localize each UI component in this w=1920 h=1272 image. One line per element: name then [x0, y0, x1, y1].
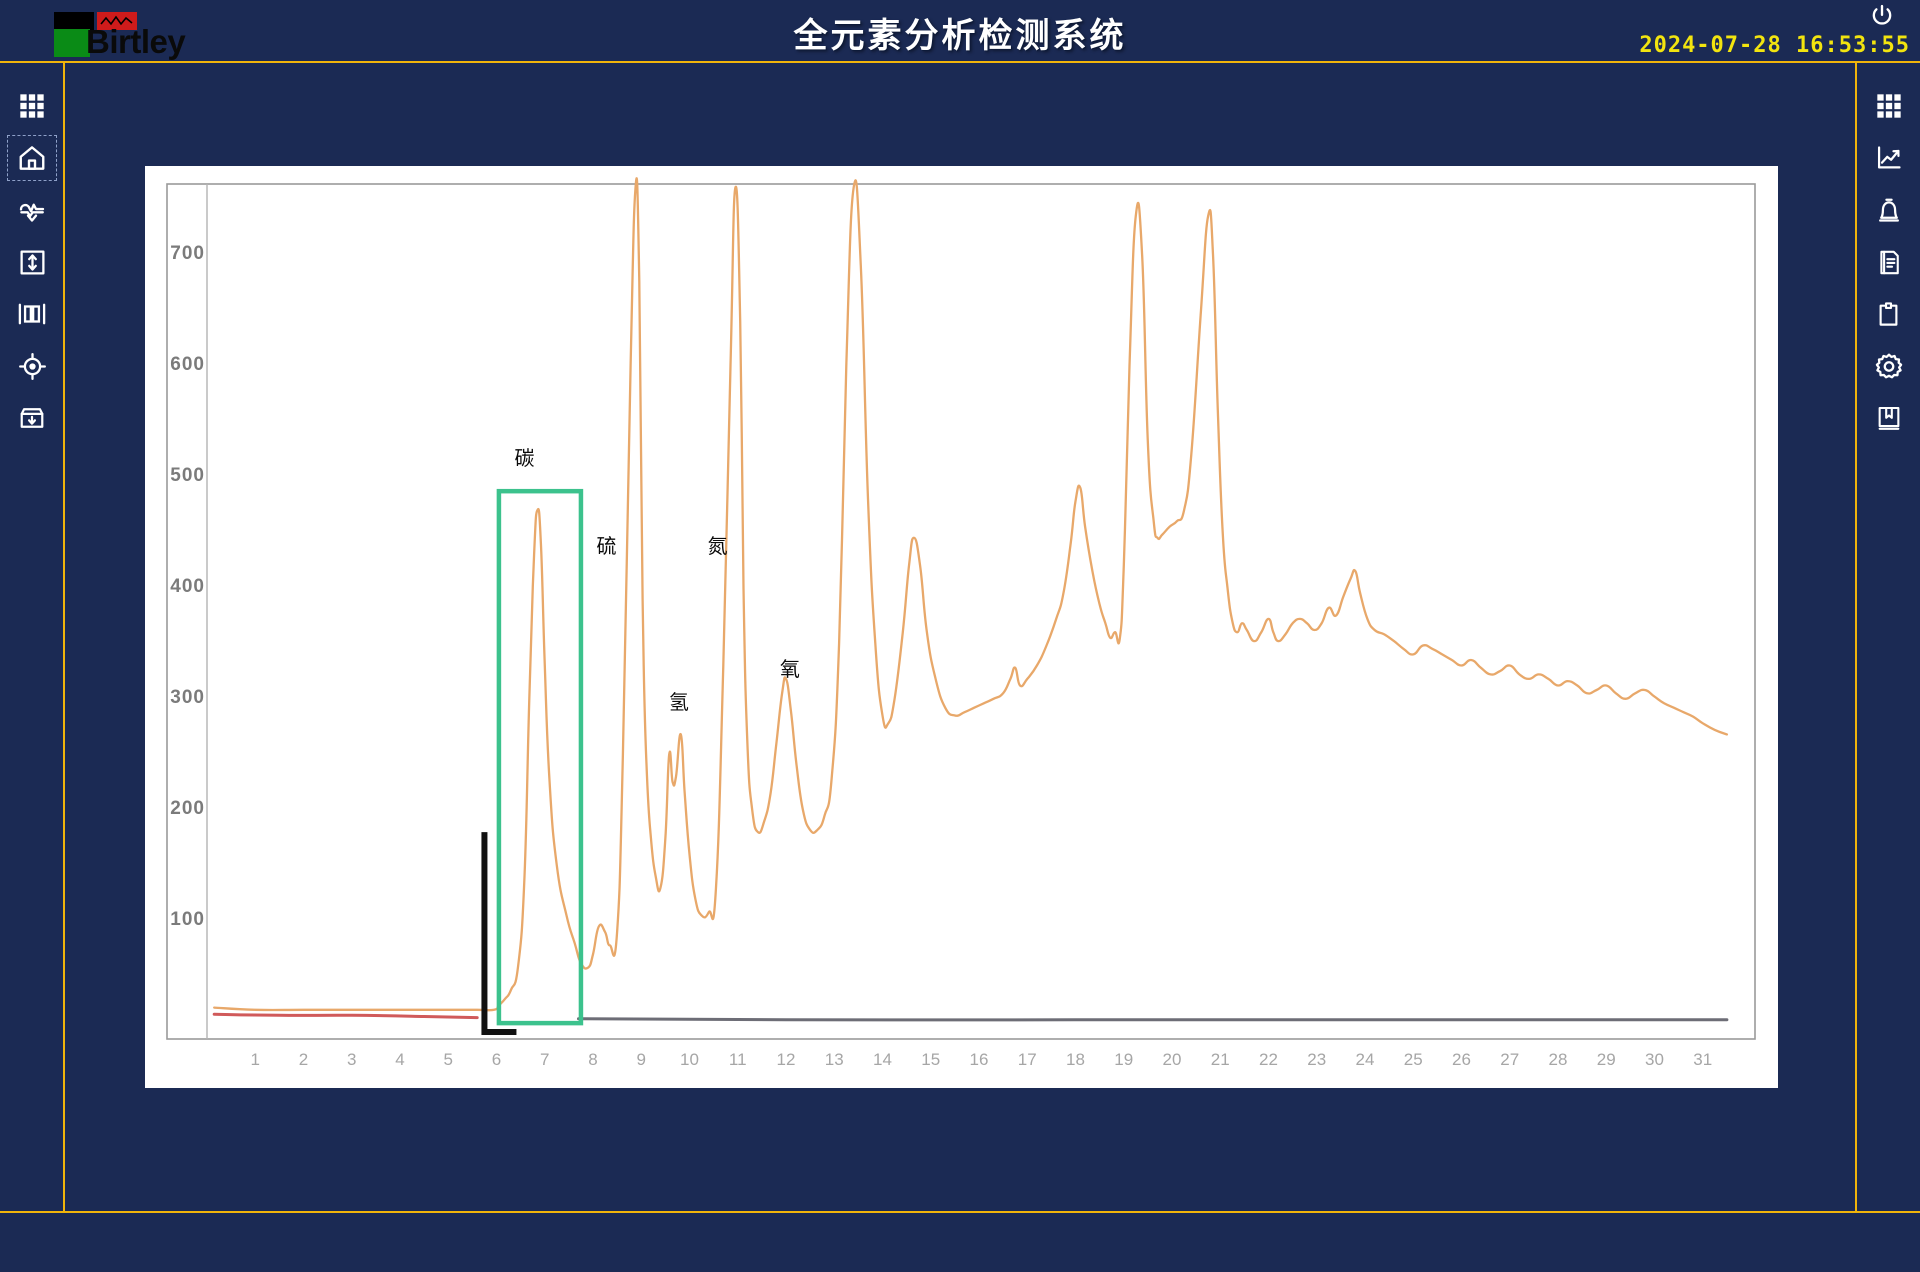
x-axis-tick-label: 25 [1403, 1050, 1423, 1069]
x-axis-tick-label: 20 [1162, 1050, 1182, 1069]
x-axis-tick-label: 31 [1693, 1050, 1713, 1069]
sidebar-item-grid[interactable] [4, 80, 60, 132]
x-axis-tick-label: 15 [921, 1050, 941, 1069]
carbon-highlight-box[interactable] [496, 488, 584, 1026]
power-icon[interactable] [1868, 2, 1896, 30]
datetime-display: 2024-07-28 16:53:55 [1639, 33, 1910, 58]
x-axis-tick-label: 11 [728, 1050, 747, 1069]
chart-series-line [577, 1017, 1729, 1022]
x-axis-tick-label: 23 [1307, 1050, 1327, 1069]
y-axis-tick-label: 400 [170, 575, 205, 597]
sidebar-item-document[interactable] [1861, 236, 1917, 288]
x-axis-tick-label: 17 [1017, 1050, 1037, 1069]
sidebar-item-inbox-download[interactable] [4, 392, 60, 444]
x-axis-tick-label: 1 [250, 1050, 260, 1069]
x-axis-tick-label: 16 [969, 1050, 989, 1069]
x-axis-tick-label: 14 [873, 1050, 892, 1069]
peak-label-carbon: 碳 [514, 447, 535, 470]
peak-label-hydrogen: 氢 [668, 691, 689, 714]
y-axis-tick-label: 200 [170, 797, 205, 819]
brand-logo: Birtley [22, 7, 186, 60]
x-axis-tick-label: 8 [588, 1050, 598, 1069]
x-axis-tick-label: 22 [1259, 1050, 1278, 1069]
sidebar-item-book[interactable] [1861, 392, 1917, 444]
app-header: Birtley 全元素分析检测系统 2024-07-28 16:53:55 [0, 0, 1920, 62]
logo-black-square [54, 12, 94, 30]
left-sidebar [0, 62, 64, 1212]
sidebar-item-grid-right[interactable] [1861, 80, 1917, 132]
sidebar-item-line-chart[interactable] [1861, 132, 1917, 184]
x-axis-tick-label: 7 [540, 1050, 550, 1069]
logo-wordmark: Birtley [86, 23, 186, 60]
chart-container[interactable]: 100 200 300 400 500 600 700 1 2 3 4 5 6 7 8 9 10 11 12 13 1… [145, 166, 1778, 1088]
chart-series-line [213, 177, 1729, 1012]
x-axis-tick-label: 30 [1645, 1050, 1664, 1069]
x-axis-tick-label: 19 [1114, 1050, 1134, 1069]
peak-label-sulfur: 硫 [596, 536, 617, 559]
x-axis-tick-label: 6 [491, 1050, 502, 1069]
peak-label-nitrogen: 氮 [707, 536, 728, 559]
sidebar-item-clipboard[interactable] [1861, 288, 1917, 340]
page-title: 全元素分析检测系统 [793, 17, 1127, 55]
x-axis-tick-label: 4 [395, 1050, 405, 1069]
sidebar-item-target[interactable] [4, 340, 60, 392]
sidebar-item-bar-chart[interactable] [4, 288, 60, 340]
x-axis-tick-label: 2 [298, 1050, 309, 1069]
x-axis-tick-label: 29 [1596, 1050, 1616, 1069]
sidebar-item-resize[interactable] [4, 236, 60, 288]
sidebar-item-gear[interactable] [1861, 340, 1917, 392]
x-axis-tick-label: 18 [1066, 1050, 1085, 1069]
y-axis-tick-label: 600 [170, 353, 205, 375]
sidebar-item-home[interactable] [4, 132, 60, 184]
peak-label-oxygen: 氧 [779, 658, 800, 681]
chart-series-line [212, 1012, 479, 1020]
x-axis-tick-label: 21 [1210, 1050, 1230, 1069]
x-axis-tick-label: 5 [443, 1050, 453, 1069]
y-axis-tick-label: 700 [170, 242, 205, 264]
x-axis-tick-label: 27 [1500, 1050, 1520, 1069]
x-axis-tick-label: 13 [824, 1050, 844, 1069]
logo-red-square [97, 12, 137, 30]
frame-line-top [0, 61, 1920, 63]
x-axis-tick-label: 12 [776, 1050, 796, 1069]
frame-line-right [1855, 61, 1857, 1213]
x-axis-tick-label: 10 [680, 1050, 699, 1069]
right-sidebar [1857, 62, 1920, 1212]
logo-green-square [54, 29, 90, 57]
frame-line-bottom [0, 1211, 1920, 1213]
x-axis-tick-label: 3 [347, 1050, 357, 1069]
x-axis-tick-label: 24 [1355, 1050, 1375, 1069]
spectrum-chart[interactable] [145, 166, 1778, 1088]
range-bracket-marker [481, 832, 517, 1035]
x-axis-tick-label: 26 [1452, 1050, 1471, 1069]
frame-line-left [63, 61, 65, 1213]
y-axis-tick-label: 300 [170, 686, 205, 708]
chart-panel: 100 200 300 400 500 600 700 1 2 3 4 5 6 7 8 9 10 11 12 13 1… [145, 166, 1778, 1088]
x-axis-tick-label: 28 [1548, 1050, 1568, 1069]
y-axis-tick-label: 100 [170, 908, 205, 930]
sidebar-item-pulse[interactable] [4, 184, 60, 236]
sidebar-item-bell[interactable] [1861, 184, 1917, 236]
x-axis-tick-label: 9 [636, 1050, 646, 1069]
y-axis-tick-label: 500 [170, 464, 205, 486]
